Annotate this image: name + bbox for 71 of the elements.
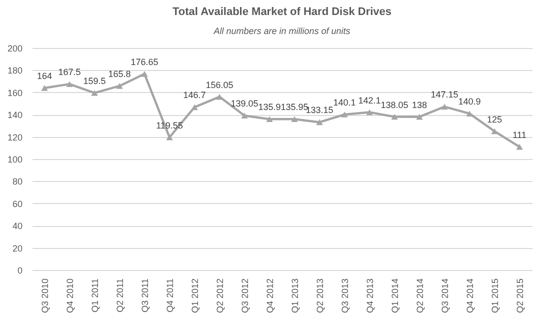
x-tick-label: Q4 2010 — [65, 278, 75, 314]
point — [391, 114, 398, 120]
point — [491, 128, 498, 134]
data-label: 147.15 — [430, 90, 458, 100]
data-label: 111 — [512, 130, 526, 140]
point — [166, 134, 173, 140]
x-tick-label: Q2 2014 — [415, 278, 425, 314]
y-tick-label: 0 — [17, 266, 22, 276]
data-label: 119.55 — [156, 120, 183, 130]
point — [116, 83, 123, 89]
data-label: 139.05 — [230, 98, 258, 109]
x-tick-label: Q2 2012 — [215, 278, 225, 314]
point — [91, 90, 98, 96]
data-label: 159.5 — [83, 76, 106, 86]
point — [266, 116, 273, 122]
point — [516, 144, 523, 150]
point — [416, 114, 423, 120]
y-tick-label: 100 — [7, 154, 22, 164]
data-label: 138 — [412, 100, 428, 110]
data-label: 156.05 — [206, 80, 234, 90]
data-label: 140.1 — [333, 97, 356, 108]
y-tick-label: 200 — [7, 44, 22, 54]
x-tick-label: Q3 2011 — [140, 278, 150, 312]
x-tick-label: Q4 2011 — [165, 278, 175, 312]
data-label: 135.9 — [258, 102, 281, 112]
point — [191, 104, 198, 110]
x-tick-label: Q1 2012 — [190, 278, 200, 314]
y-tick-label: 40 — [12, 221, 22, 232]
data-label: 146.7 — [183, 90, 206, 100]
data-label: 138.05 — [380, 100, 408, 110]
x-tick-label: Q3 2014 — [440, 278, 450, 314]
point — [216, 94, 223, 100]
point — [341, 112, 348, 118]
x-tick-label: Q2 2011 — [115, 278, 125, 312]
y-tick-label: 180 — [7, 66, 22, 76]
x-tick-label: Q1 2013 — [290, 278, 300, 314]
chart-title: Total Available Market of Hard Disk Drives — [172, 6, 392, 18]
data-label: 165.8 — [108, 68, 131, 79]
point — [441, 104, 448, 110]
y-tick-label: 140 — [7, 110, 22, 120]
x-tick-label: Q3 2010 — [40, 278, 50, 314]
x-tick-label: Q1 2011 — [90, 278, 100, 312]
point — [66, 81, 73, 87]
x-tick-label: Q1 2015 — [490, 278, 500, 314]
data-label: 176.65 — [130, 56, 158, 67]
data-label: 167.5 — [58, 67, 81, 78]
data-label: 164 — [36, 70, 52, 81]
data-label: 142.1 — [358, 95, 381, 106]
x-tick-label: Q2 2015 — [515, 278, 525, 314]
data-label: 133.15 — [306, 105, 334, 116]
x-tick-label: Q3 2012 — [240, 278, 250, 314]
y-tick-label: 80 — [12, 176, 22, 187]
chart-subtitle: All numbers are in millions of units — [212, 26, 351, 36]
x-tick-label: Q3 2013 — [340, 278, 350, 314]
x-tick-label: Q4 2012 — [265, 278, 275, 314]
data-label: 125 — [486, 114, 502, 124]
y-tick-label: 160 — [7, 88, 22, 98]
point — [141, 71, 148, 77]
x-tick-label: Q4 2013 — [365, 278, 375, 314]
y-tick-label: 120 — [7, 132, 22, 142]
point — [316, 119, 323, 126]
point — [41, 85, 48, 91]
data-label: 140.9 — [458, 96, 481, 107]
point — [291, 116, 298, 122]
x-tick-label: Q2 2013 — [315, 278, 325, 314]
y-tick-label: 20 — [12, 243, 22, 254]
y-tick-label: 60 — [12, 198, 22, 209]
point — [241, 112, 248, 119]
x-tick-label: Q4 2014 — [465, 278, 475, 314]
point — [366, 109, 373, 116]
x-tick-label: Q1 2014 — [390, 278, 400, 314]
